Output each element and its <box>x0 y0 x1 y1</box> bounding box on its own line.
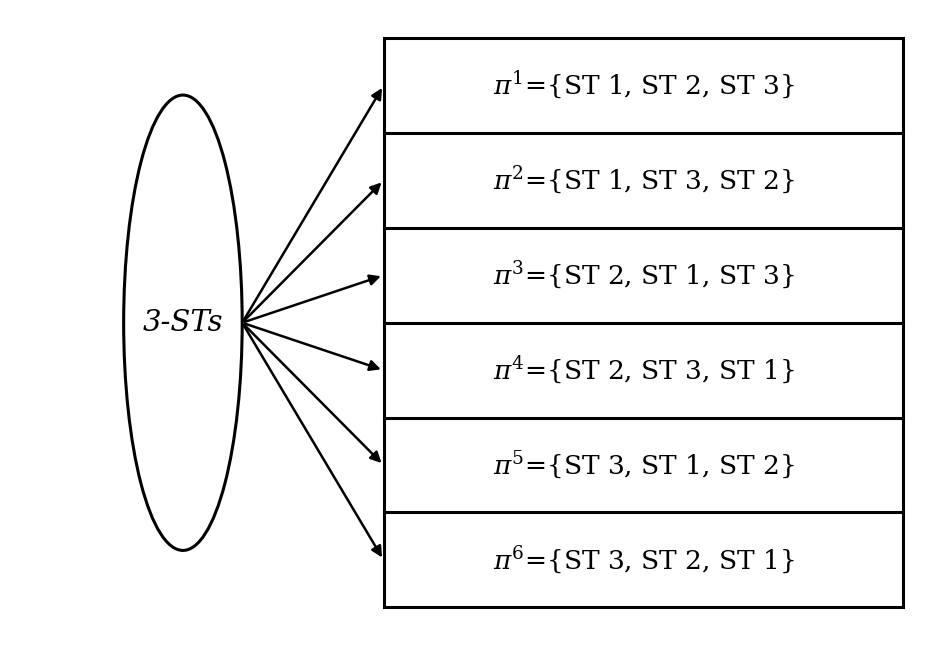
Text: $\pi^4$={ST 2, ST 3, ST 1}: $\pi^4$={ST 2, ST 3, ST 1} <box>493 355 794 386</box>
Text: $\pi^1$={ST 1, ST 2, ST 3}: $\pi^1$={ST 1, ST 2, ST 3} <box>493 70 794 101</box>
Text: 3-STs: 3-STs <box>143 309 223 336</box>
Ellipse shape <box>124 95 243 550</box>
Text: $\pi^6$={ST 3, ST 2, ST 1}: $\pi^6$={ST 3, ST 2, ST 1} <box>493 544 794 576</box>
Bar <box>384 38 903 608</box>
Text: $\pi^3$={ST 2, ST 1, ST 3}: $\pi^3$={ST 2, ST 1, ST 3} <box>493 259 794 291</box>
Text: $\pi^2$={ST 1, ST 3, ST 2}: $\pi^2$={ST 1, ST 3, ST 2} <box>493 164 794 196</box>
Text: $\pi^5$={ST 3, ST 1, ST 2}: $\pi^5$={ST 3, ST 1, ST 2} <box>493 449 794 481</box>
